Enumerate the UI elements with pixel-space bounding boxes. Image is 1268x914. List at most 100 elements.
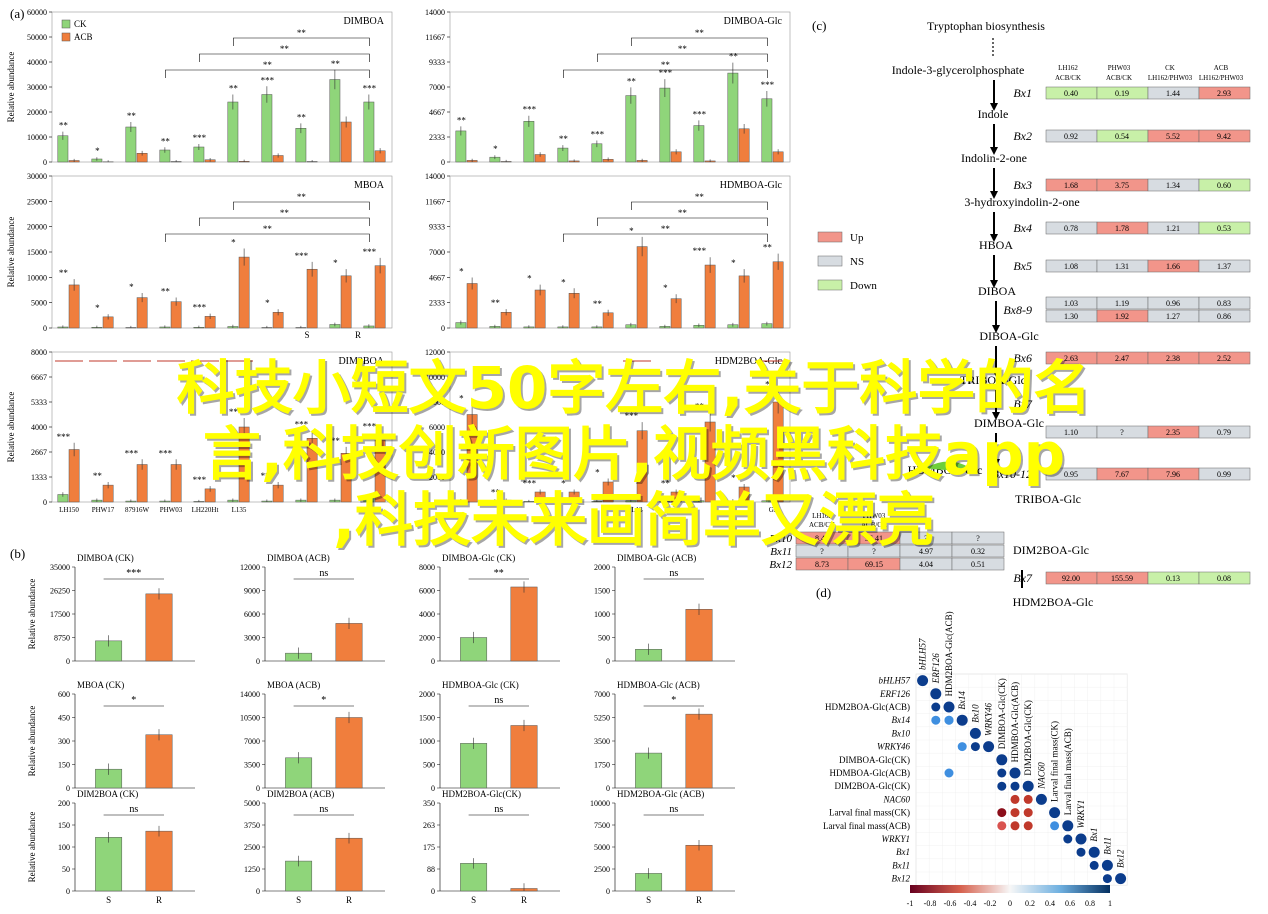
heatmap-cell	[983, 741, 995, 753]
heatmap-cell	[930, 688, 942, 700]
significance-label: ***	[693, 246, 707, 256]
legend-swatch	[61, 19, 71, 29]
expression-value: ?	[976, 534, 980, 543]
heatmap-row-label: Bx10	[892, 728, 911, 738]
y-tick-label: 0	[606, 784, 610, 793]
y-axis-label: Relative abundance	[27, 706, 37, 777]
y-tick-label: 60000	[27, 8, 47, 17]
legend-label: ACB	[74, 32, 93, 42]
pathway-step: TRIBOA-Glc	[1015, 492, 1081, 506]
expression-value: 1.27	[1166, 312, 1180, 321]
y-tick-label: 7000	[429, 83, 445, 92]
y-tick-label: 1000	[594, 610, 610, 619]
bar-r	[685, 609, 713, 662]
bracket-label: **	[263, 60, 273, 70]
table-column-header: ACB/CK	[1106, 74, 1132, 82]
bar-ck	[761, 98, 773, 163]
x-tick-label: L135	[232, 506, 247, 514]
expression-value: 2.38	[1166, 354, 1180, 363]
significance-label: **	[491, 487, 501, 497]
y-tick-label: 9333	[429, 58, 445, 67]
y-tick-label: 2333	[429, 133, 445, 142]
heatmap-cell	[943, 701, 955, 713]
y-tick-label: 350	[423, 799, 435, 808]
expression-value: 3.75	[1115, 181, 1129, 190]
expression-value: 0.08	[1217, 574, 1231, 583]
bar-acb	[68, 284, 80, 329]
y-tick-label: 600	[58, 690, 70, 699]
chart-title: MBOA	[354, 180, 385, 191]
expression-value: 7.96	[1166, 470, 1180, 479]
chart-frame	[449, 351, 791, 503]
bar-r	[335, 837, 363, 892]
heatmap-col-label: HDM2BOA-Glc(ACB)	[944, 611, 954, 696]
bracket-label: **	[661, 60, 671, 70]
expression-value: 2.35	[1166, 428, 1180, 437]
y-tick-label: 7000	[244, 737, 260, 746]
gene-label: Bx5	[1013, 259, 1032, 273]
expression-value: 0.83	[1217, 299, 1231, 308]
heatmap-row-label: HDMBOA-Glc(ACB)	[830, 768, 911, 778]
arrow-head	[990, 191, 998, 199]
y-tick-label: 6000	[244, 610, 260, 619]
y-tick-label: 8000	[419, 563, 435, 572]
bar-r	[510, 586, 538, 662]
color-scale-label: 1	[1108, 899, 1112, 908]
significance-label: ns	[494, 695, 503, 706]
bar-ck	[329, 79, 341, 163]
significance-bracket	[199, 217, 370, 226]
significance-label: *	[663, 283, 668, 293]
heatmap-row-label: NAC60	[882, 794, 910, 804]
significance-label: *	[321, 695, 326, 706]
x-tick-label: S	[304, 330, 309, 340]
chart-title: DIMBOA	[343, 16, 384, 27]
expression-value: 5.52	[1166, 132, 1180, 141]
y-tick-label: 2500	[244, 843, 260, 852]
y-axis-label: Relative abundance	[6, 52, 16, 123]
legend-swatch	[817, 279, 843, 291]
significance-label: **	[331, 436, 341, 446]
y-tick-label: 5000	[244, 799, 260, 808]
expression-value: 0.40	[1064, 89, 1078, 98]
bracket-label: **	[695, 192, 705, 202]
table-column-header: ACB/CK	[809, 521, 835, 529]
expression-cell	[1198, 467, 1251, 481]
bar-acb	[466, 283, 478, 329]
y-tick-label: 2500	[594, 865, 610, 874]
bar-acb	[704, 264, 716, 329]
chart-title: DIMBOA-Glc (ACB)	[617, 553, 696, 563]
panel-c-pathway: Tryptophan biosynthesis Indole-3-glycerol…	[769, 19, 1251, 609]
y-tick-label: 40000	[27, 58, 47, 67]
heatmap-col-label: Bx10	[970, 704, 980, 723]
significance-label: **	[331, 59, 341, 69]
y-tick-label: 25000	[27, 197, 47, 206]
heatmap-cell	[997, 821, 1007, 831]
bar-ck	[125, 126, 137, 163]
y-tick-label: 0	[43, 324, 47, 333]
y-tick-label: 2333	[429, 299, 445, 308]
y-tick-label: 10000	[27, 133, 47, 142]
table-column-header: LH162	[812, 512, 832, 520]
expression-value: ?	[1120, 428, 1124, 437]
heatmap-col-label: WRKY1	[1076, 800, 1086, 829]
heatmap-col-label: ERF126	[931, 653, 941, 684]
heatmap-cell	[996, 754, 1008, 766]
expression-value: 1.78	[1115, 224, 1129, 233]
significance-label: **	[59, 121, 69, 131]
chart-title: HDM2BOA-Glc(CK)	[442, 789, 521, 799]
heatmap-cell	[931, 715, 941, 725]
y-tick-label: 26250	[50, 587, 70, 596]
chart-title: DIM2BOA	[338, 356, 384, 367]
expression-cell	[1198, 259, 1251, 273]
y-tick-label: 0	[606, 887, 610, 896]
significance-label: ***	[591, 129, 605, 139]
significance-label: **	[627, 76, 637, 86]
y-tick-label: 88	[427, 865, 435, 874]
significance-label: ***	[625, 411, 639, 421]
heatmap-col-label: HDMBOA-Glc(ACB)	[1010, 682, 1020, 763]
y-tick-label: 10500	[240, 714, 260, 723]
heatmap-cell	[1010, 794, 1020, 804]
bracket-label: **	[678, 208, 688, 218]
bar-acb	[738, 275, 750, 329]
